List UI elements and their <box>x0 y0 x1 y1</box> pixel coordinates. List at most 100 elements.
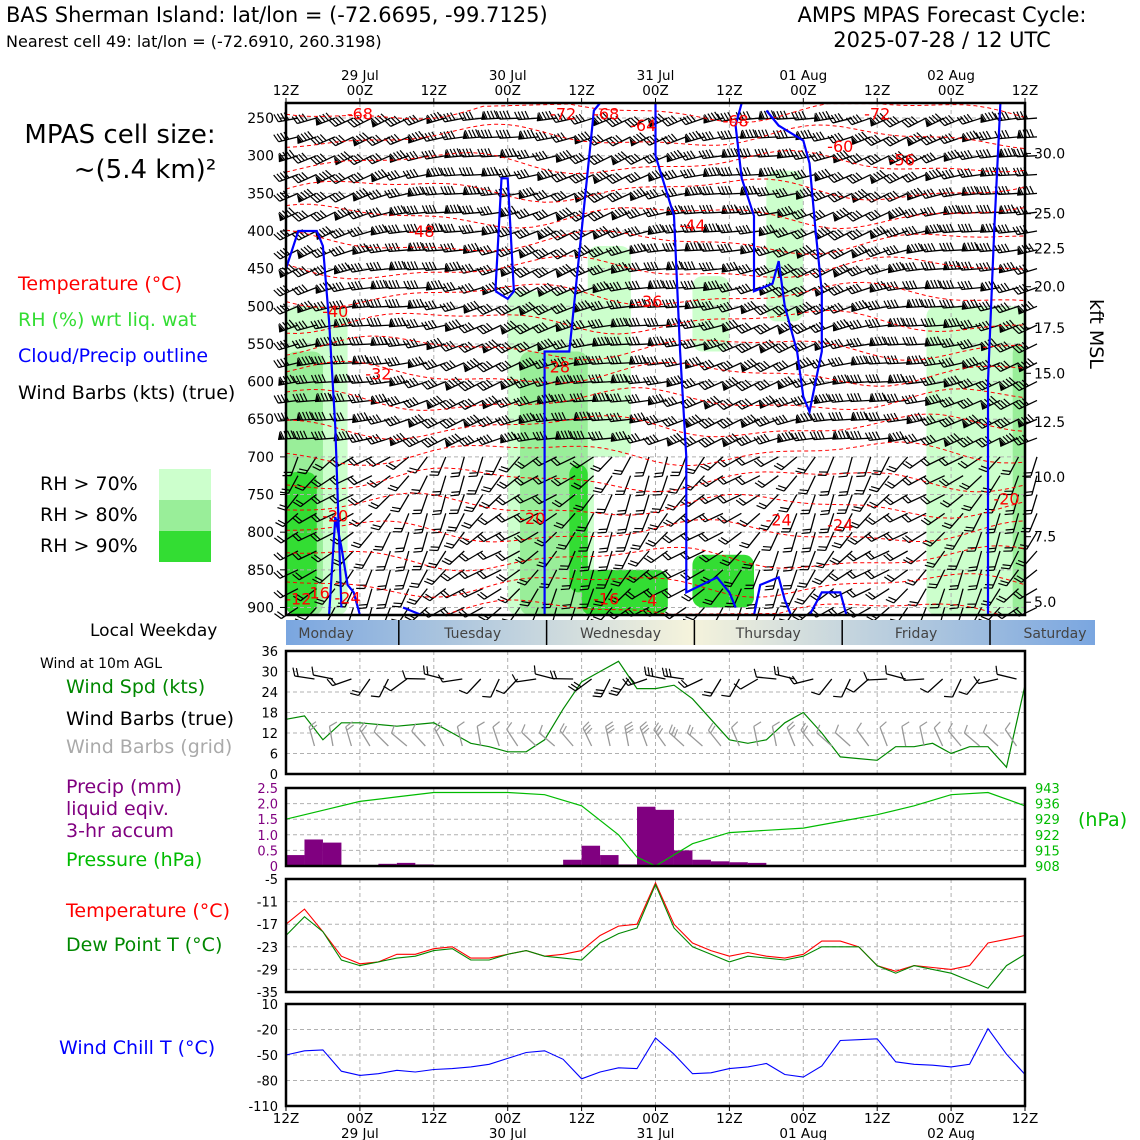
barb-feather <box>815 112 821 121</box>
barb-feather <box>575 154 583 162</box>
wind-barb <box>328 134 354 147</box>
barb-feather <box>857 392 862 402</box>
barb-feather <box>782 187 789 196</box>
wind-barb <box>384 395 410 407</box>
barb-feather <box>874 134 882 142</box>
barb-feather <box>927 261 933 270</box>
barb-feather <box>864 139 872 146</box>
barb-feather <box>901 157 909 165</box>
barb-feather <box>450 130 456 139</box>
barb-feather <box>919 156 927 164</box>
barb-feather <box>897 151 905 158</box>
barb-feather <box>926 135 934 143</box>
wind-barb <box>846 337 871 348</box>
barb-feather <box>493 110 499 119</box>
barb-feather <box>331 194 339 201</box>
barb-feather <box>313 136 321 144</box>
barb-feather <box>886 193 894 201</box>
wind-barb <box>550 171 576 183</box>
wind-barb <box>310 134 336 146</box>
barb-feather <box>883 176 891 184</box>
legend-temperature: Temperature (°C) <box>18 273 182 295</box>
wind-barb <box>846 392 871 403</box>
barb-feather <box>797 170 804 178</box>
barb-feather <box>1025 186 1031 195</box>
wind-barb <box>994 243 1019 254</box>
station-title: BAS Sherman Island: lat/lon = (-72.6695,… <box>6 3 548 27</box>
barb-feather <box>856 411 861 421</box>
barb-feather <box>352 192 360 200</box>
wind-barb <box>901 116 927 128</box>
wind-barb <box>458 166 483 177</box>
wind-barb <box>555 207 576 222</box>
wind-barb <box>643 261 668 271</box>
barb-feather <box>705 186 711 195</box>
barb-feather <box>854 134 862 142</box>
wind-barb <box>851 299 871 313</box>
wind-barb <box>666 204 687 216</box>
barb-feather <box>634 475 643 477</box>
barb-feather <box>409 151 416 160</box>
barb-feather <box>754 129 759 139</box>
barb-feather <box>915 298 920 307</box>
barb-feather <box>872 355 877 364</box>
barb-feather <box>837 171 844 179</box>
wind-barb <box>666 149 687 163</box>
barb-feather <box>816 412 822 421</box>
barb-feather <box>421 187 427 196</box>
barb-feather <box>839 209 847 216</box>
barb-feather <box>350 210 357 219</box>
barb-feather <box>933 279 939 289</box>
barb-feather <box>627 210 634 218</box>
barb-feather <box>425 186 430 195</box>
barb-feather <box>982 131 988 140</box>
barb-feather <box>809 133 815 142</box>
barb-feather <box>596 134 604 142</box>
wind-barb <box>384 298 409 309</box>
barb-flag <box>739 186 745 195</box>
barb-feather <box>632 336 637 345</box>
barb-feather <box>739 206 745 215</box>
wind-barb <box>943 149 964 162</box>
wind-barb <box>814 338 834 351</box>
barb-feather <box>841 430 846 439</box>
wind-barb <box>864 153 890 166</box>
wind-barb <box>347 116 373 128</box>
barb-feather <box>462 205 467 214</box>
barb-feather <box>642 191 649 200</box>
barb-staff <box>998 155 1019 158</box>
barb-feather <box>1019 167 1025 176</box>
barb-feather <box>963 186 969 195</box>
rh-region <box>569 464 588 593</box>
wind-barb <box>458 111 483 121</box>
barb-feather <box>1019 129 1024 138</box>
legend-rh90-label: RH > 90% <box>40 535 138 557</box>
barb-feather <box>849 116 856 124</box>
wind-barb <box>832 318 853 332</box>
barb-feather <box>400 205 406 214</box>
barb-feather <box>775 169 782 178</box>
wind-barb <box>481 166 502 177</box>
barb-feather <box>431 149 437 158</box>
barb-feather <box>726 204 732 214</box>
barb-feather <box>560 190 567 198</box>
barb-feather <box>301 152 309 160</box>
barb-feather <box>754 148 759 158</box>
wind-barb <box>481 110 502 121</box>
barb-feather <box>615 190 623 198</box>
barb-feather <box>714 111 721 120</box>
barb-feather <box>702 186 708 195</box>
wind-barb <box>513 169 539 180</box>
barb-flag <box>333 156 341 165</box>
wind-barb <box>624 171 650 184</box>
barb-feather <box>986 204 992 213</box>
wind-barb <box>370 113 391 128</box>
legend-rh80-label: RH > 80% <box>40 504 138 526</box>
barb-feather <box>516 170 523 179</box>
barb-feather <box>710 112 717 121</box>
barb-flag <box>869 175 876 184</box>
barb-feather <box>717 131 723 140</box>
wind-barb <box>845 283 871 295</box>
barb-feather <box>508 148 514 157</box>
barb-feather <box>313 156 321 164</box>
